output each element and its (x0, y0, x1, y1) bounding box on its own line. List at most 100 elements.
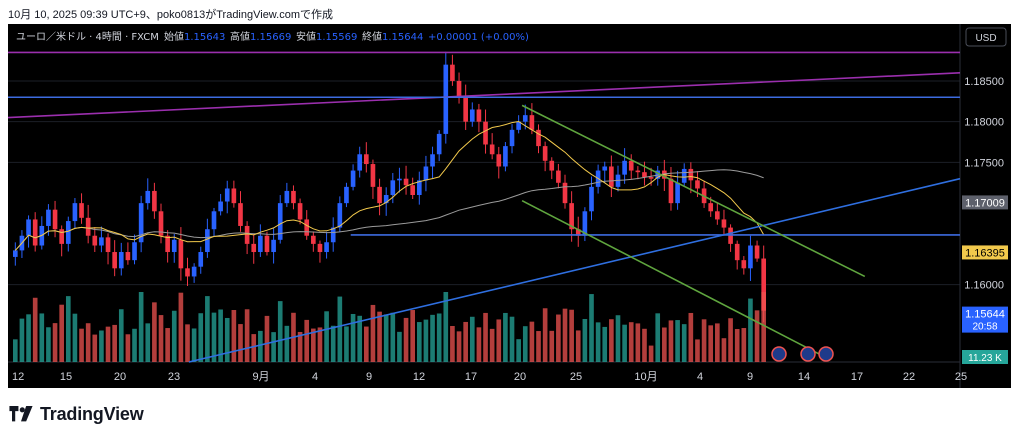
volume-bar (344, 326, 349, 362)
volume-bar (456, 331, 462, 362)
volume-bar (463, 321, 468, 362)
volume-bar (244, 309, 250, 362)
volume-bar (46, 327, 51, 362)
volume-bar (403, 317, 409, 362)
price-label-text: 1.16395 (965, 247, 1005, 259)
volume-bar (662, 327, 667, 362)
candle-body (311, 235, 316, 244)
tradingview-logo[interactable]: TradingView (8, 404, 144, 425)
candle-body (536, 129, 541, 147)
candle-body (46, 209, 51, 226)
volume-bar (304, 319, 310, 362)
candle-body (125, 252, 131, 261)
price-chart[interactable]: ユーロ／米ドル · 4時間 · FXCM 始値 1.15643 高値 1.15669 安値… (8, 24, 1011, 388)
volume-bar (602, 326, 608, 362)
candle-body (556, 170, 561, 183)
volume-bar (178, 292, 184, 362)
candle-body (72, 203, 78, 222)
volume-bar (575, 330, 581, 362)
ohlc-value-1: 1.15669 (250, 32, 291, 43)
volume-bar (330, 325, 336, 362)
candle-body (496, 154, 502, 167)
volume-bar (622, 324, 627, 362)
volume-bar (79, 328, 84, 362)
volume-bar (536, 331, 541, 362)
candle-body (377, 186, 382, 204)
candle-body (99, 237, 104, 246)
candle-body (668, 178, 674, 204)
candle-body (635, 170, 641, 173)
candle-body (734, 243, 740, 261)
volume-bar (357, 315, 363, 362)
candle-body (403, 178, 409, 186)
volume-bar (350, 313, 356, 362)
volume-bar (701, 319, 707, 362)
volume-bar (430, 314, 435, 362)
chart-frame[interactable]: ユーロ／米ドル · 4時間 · FXCM 始値 1.15643 高値 1.15669 安値… (8, 24, 1011, 388)
trendline-channel-lower (521, 199, 828, 359)
candle-body (741, 260, 747, 269)
candle-body (469, 109, 475, 122)
volume-bar (503, 312, 508, 362)
volume-bar (516, 339, 521, 362)
volume-bar (271, 332, 276, 362)
candle-body (463, 97, 468, 122)
candle-body (761, 258, 767, 311)
volume-bar (615, 315, 621, 362)
volume-bar (390, 312, 396, 362)
candle-body (575, 229, 581, 236)
volume-bar (509, 316, 515, 362)
candle-body (251, 243, 257, 253)
x-tick-label: 4 (312, 371, 318, 383)
candle-body (443, 64, 449, 134)
volume-bar (589, 294, 594, 362)
candle-body (675, 182, 680, 204)
volume-bar (112, 324, 117, 362)
volume-bar (761, 292, 767, 362)
candle-body (370, 164, 376, 187)
volume-bar (99, 330, 104, 362)
trendline-channel-upper (521, 104, 866, 278)
candle-body (65, 221, 71, 244)
volume-bar (26, 314, 31, 362)
volume-bar (397, 331, 402, 362)
candle-body (648, 177, 654, 179)
x-tick-label: 20 (114, 371, 126, 383)
x-tick-label: 20 (514, 371, 526, 383)
candle-body (271, 239, 276, 253)
volume-bar (231, 310, 237, 362)
candle-body (291, 190, 296, 204)
chart-title: ユーロ／米ドル · 4時間 · FXCM (16, 30, 159, 43)
candle-body (317, 243, 323, 253)
volume-bar (264, 315, 270, 362)
volume-bar (145, 323, 151, 362)
x-tick-label: 10月 (634, 371, 657, 383)
candle-body (589, 186, 594, 212)
candle-body (32, 219, 38, 246)
moving-average-slow (14, 169, 764, 251)
volume-bar (377, 311, 382, 362)
volume-bar (39, 313, 45, 362)
candle-body (436, 133, 442, 155)
candle-body (52, 209, 58, 230)
ohlc-value-2: 1.15569 (316, 32, 357, 43)
candle-body (231, 188, 237, 204)
us-flag-icon (771, 346, 787, 362)
volume-bar (165, 328, 170, 362)
x-tick-label: 22 (903, 371, 915, 383)
candle-body (344, 186, 349, 204)
volume-bar (721, 338, 727, 362)
candle-body (748, 245, 753, 269)
candle-body (708, 203, 714, 212)
volume-label-bg (962, 350, 1008, 364)
candle-body (509, 129, 515, 147)
volume-bar (715, 323, 720, 362)
candle-body (26, 219, 31, 236)
candle-body (152, 190, 157, 212)
volume-bar (297, 331, 303, 362)
candle-body (145, 190, 151, 204)
candle-body (695, 180, 700, 189)
tv-logo-icon (9, 405, 33, 421)
candle-body (264, 235, 270, 253)
candle-body (132, 242, 137, 261)
